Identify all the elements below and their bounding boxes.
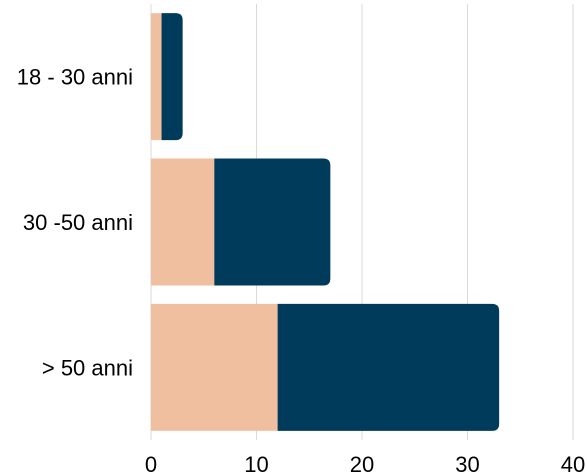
x-tick-label-30: 30 [455, 452, 479, 474]
bar-series-2-cat-3 [277, 303, 500, 431]
category-label-1: 18 - 30 anni [17, 65, 133, 90]
bars [151, 13, 500, 431]
category-label-2: 30 -50 anni [23, 210, 133, 235]
x-tick-label-20: 20 [350, 452, 374, 474]
bar-series-2-cat-1 [161, 13, 183, 141]
bar-series-1-cat-1 [151, 13, 162, 141]
category-label-3: > 50 anni [42, 355, 133, 380]
x-tick-label-40: 40 [561, 452, 585, 474]
x-tick-labels: 0 10 20 30 40 [145, 452, 585, 474]
category-labels: 18 - 30 anni 30 -50 anni > 50 anni [17, 65, 133, 381]
x-tick-label-0: 0 [145, 452, 157, 474]
bar-series-1-cat-3 [151, 303, 278, 431]
bar-series-1-cat-2 [151, 158, 215, 286]
bar-series-2-cat-2 [214, 158, 331, 286]
x-tick-label-10: 10 [244, 452, 268, 474]
